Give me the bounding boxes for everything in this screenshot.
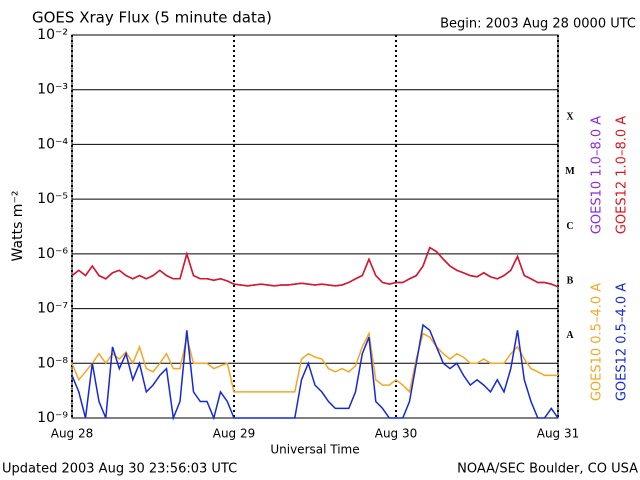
footer-right: NOAA/SEC Boulder, CO USA [457,462,638,477]
x-tick-label: Aug 30 [375,427,418,441]
flare-class: X [566,111,574,122]
flare-class: B [567,276,574,287]
y-tick-label: 10⁻⁶ [37,246,68,262]
x-tick-label: Aug 28 [51,427,94,441]
series-line [71,331,558,394]
series-line [71,246,559,288]
legend-entry: GOES12 1.0–8.0 A [615,116,630,234]
x-axis-label: Universal Time [270,443,359,457]
x-tick-label: Aug 29 [213,427,256,441]
x-tick-label: Aug 31 [537,427,580,441]
y-axis-label: Watts m⁻² [10,191,26,262]
flare-class: C [566,221,573,232]
series-line [71,323,559,421]
y-tick-label: 10⁻⁹ [37,410,68,426]
y-tick-label: 10⁻⁸ [37,355,68,371]
footer-left: Updated 2003 Aug 30 23:56:03 UTC [2,462,237,477]
flare-class: M [565,166,575,177]
y-tick-label: 10⁻² [37,27,68,43]
legend-entry: GOES10 0.5–4.0 A [590,283,605,401]
y-tick-label: 10⁻⁷ [37,301,68,317]
chart-subtitle: Begin: 2003 Aug 28 0000 UTC [440,17,636,32]
y-tick-label: 10⁻⁵ [37,191,68,207]
y-tick-label: 10⁻³ [37,82,68,98]
y-tick-label: 10⁻⁴ [37,136,68,152]
legend-entry: GOES12 0.5–4.0 A [615,283,630,401]
chart-title: GOES Xray Flux (5 minute data) [32,9,272,27]
flare-class: A [566,330,574,341]
legend-entry: GOES10 1.0–8.0 A [590,116,605,234]
